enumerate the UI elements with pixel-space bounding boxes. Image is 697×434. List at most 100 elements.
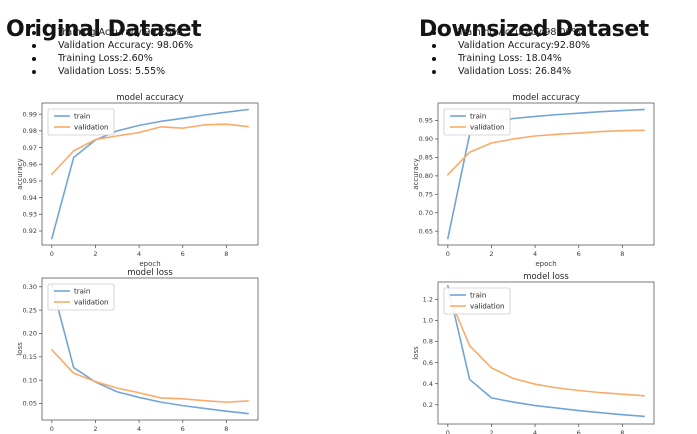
svg-text:loss: loss [412, 346, 420, 360]
downsized-metrics-list: Training Accuracy:98.00% Validation Accu… [426, 26, 590, 78]
original-accuracy-chart: model accuracy 0.92 0.93 0.94 0.95 0.96 0.97 0.… [14, 92, 264, 268]
svg-text:8: 8 [620, 250, 624, 258]
svg-text:model loss: model loss [523, 272, 569, 282]
svg-text:6: 6 [577, 250, 581, 258]
svg-text:4: 4 [137, 425, 141, 433]
svg-text:0.65: 0.65 [419, 227, 433, 235]
list-item: Validation Accuracy:92.80% [426, 39, 590, 52]
svg-text:0.70: 0.70 [419, 209, 433, 217]
downsized-accuracy-chart: model accuracy 0.65 0.70 0.75 0.80 0.85 0.90 0.… [410, 92, 660, 268]
svg-text:train: train [74, 113, 90, 121]
svg-text:6: 6 [181, 250, 185, 258]
svg-text:6: 6 [181, 425, 185, 433]
svg-text:0.2: 0.2 [423, 401, 433, 409]
original-loss-chart: model loss 0.05 0.10 0.15 0.20 0.25 0.30 0 2 4 6 8 l… [14, 267, 264, 434]
svg-text:0: 0 [50, 250, 54, 258]
svg-text:0: 0 [446, 429, 450, 434]
svg-text:0.10: 0.10 [23, 376, 37, 384]
svg-text:8: 8 [224, 250, 228, 258]
svg-text:0.95: 0.95 [23, 177, 37, 185]
svg-text:4: 4 [533, 429, 537, 434]
svg-text:0.4: 0.4 [423, 380, 433, 388]
bullet-dot-icon [432, 69, 436, 74]
downsized-accuracy-plot: model accuracy 0.65 0.70 0.75 0.80 0.85 0.90 0.… [412, 93, 655, 268]
bullet-dot-icon [32, 69, 36, 74]
svg-text:train: train [74, 288, 90, 296]
svg-text:0.75: 0.75 [419, 190, 433, 198]
metric-text: Training Accuracy:99.28% [58, 27, 181, 38]
svg-text:train: train [470, 113, 486, 121]
svg-text:8: 8 [620, 429, 624, 434]
metric-text: Training Accuracy:98.00% [458, 27, 581, 38]
svg-text:1.0: 1.0 [423, 317, 433, 325]
svg-text:0.93: 0.93 [23, 210, 37, 218]
svg-text:2: 2 [489, 250, 493, 258]
svg-text:6: 6 [577, 429, 581, 434]
svg-text:2: 2 [93, 425, 97, 433]
svg-text:0.95: 0.95 [419, 117, 433, 125]
svg-text:0: 0 [50, 425, 54, 433]
downsized-loss-chart: model loss 0.2 0.4 0.6 0.8 1.0 1.2 0 2 4 6 8 loss tra… [410, 271, 660, 434]
svg-text:model accuracy: model accuracy [116, 93, 184, 103]
svg-text:4: 4 [533, 250, 537, 258]
svg-text:0.94: 0.94 [23, 194, 37, 202]
metric-text: Validation Loss: 5.55% [58, 66, 166, 77]
svg-text:0: 0 [446, 250, 450, 258]
metric-text: Training Loss:2.60% [58, 53, 153, 64]
svg-text:1.2: 1.2 [423, 296, 433, 304]
svg-text:0.90: 0.90 [419, 135, 433, 143]
original-accuracy-plot: model accuracy 0.92 0.93 0.94 0.95 0.96 0.97 0.… [16, 93, 259, 268]
metric-text: Validation Loss: 26.84% [458, 66, 572, 77]
svg-text:model loss: model loss [127, 268, 173, 278]
svg-text:validation: validation [74, 299, 108, 307]
svg-text:0.85: 0.85 [419, 154, 433, 162]
list-item: Validation Loss: 26.84% [426, 65, 590, 78]
svg-text:0.8: 0.8 [423, 338, 433, 346]
svg-text:0.96: 0.96 [23, 160, 37, 168]
original-loss-plot: model loss 0.05 0.10 0.15 0.20 0.25 0.30 0 2 4 6 8 l… [16, 268, 259, 433]
list-item: Validation Loss: 5.55% [26, 65, 193, 78]
list-item: Training Accuracy:98.00% [426, 26, 590, 39]
bullet-dot-icon [432, 43, 436, 48]
original-dataset-title: Original Dataset [6, 16, 202, 42]
svg-text:0.92: 0.92 [23, 227, 37, 235]
svg-text:model accuracy: model accuracy [512, 93, 580, 103]
svg-text:epoch: epoch [535, 260, 556, 268]
svg-text:0.6: 0.6 [423, 359, 433, 367]
svg-text:validation: validation [470, 303, 504, 311]
bullet-dot-icon [32, 56, 36, 61]
bullet-dot-icon [32, 43, 36, 48]
svg-text:accuracy: accuracy [412, 158, 420, 190]
svg-text:loss: loss [16, 342, 24, 356]
svg-text:epoch: epoch [139, 260, 160, 268]
metric-text: Training Loss: 18.04% [458, 53, 562, 64]
svg-text:0.15: 0.15 [23, 353, 37, 361]
svg-text:0.30: 0.30 [23, 283, 37, 291]
metric-text: Validation Accuracy: 98.06% [58, 40, 194, 51]
svg-text:0.98: 0.98 [23, 127, 37, 135]
svg-text:validation: validation [74, 124, 108, 132]
svg-text:train: train [470, 292, 486, 300]
downsized-dataset-title: Downsized Dataset [419, 16, 649, 42]
svg-text:0.25: 0.25 [23, 306, 37, 314]
list-item: Training Loss: 18.04% [426, 52, 590, 65]
svg-text:0.20: 0.20 [23, 330, 37, 338]
bullet-dot-icon [432, 56, 436, 61]
svg-text:2: 2 [489, 429, 493, 434]
svg-text:0.80: 0.80 [419, 172, 433, 180]
svg-text:2: 2 [93, 250, 97, 258]
bullet-dot-icon [32, 30, 36, 35]
list-item: Training Loss:2.60% [26, 52, 193, 65]
svg-text:0.97: 0.97 [23, 144, 37, 152]
svg-text:8: 8 [224, 425, 228, 433]
svg-text:0.05: 0.05 [23, 400, 37, 408]
bullet-dot-icon [432, 30, 436, 35]
svg-text:accuracy: accuracy [16, 158, 24, 190]
svg-text:4: 4 [137, 250, 141, 258]
svg-text:0.99: 0.99 [23, 110, 37, 118]
original-metrics-list: Training Accuracy:99.28% Validation Accu… [26, 26, 193, 78]
svg-text:validation: validation [470, 124, 504, 132]
downsized-loss-plot: model loss 0.2 0.4 0.6 0.8 1.0 1.2 0 2 4 6 8 loss tra… [412, 272, 655, 434]
metric-text: Validation Accuracy:92.80% [458, 40, 591, 51]
